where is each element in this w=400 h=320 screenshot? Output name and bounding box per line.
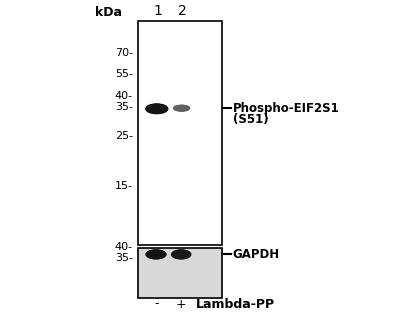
Ellipse shape <box>150 252 162 257</box>
Ellipse shape <box>178 107 185 110</box>
Ellipse shape <box>148 105 166 113</box>
Ellipse shape <box>146 104 168 114</box>
Ellipse shape <box>152 106 162 111</box>
Ellipse shape <box>178 107 186 110</box>
Text: 40-: 40- <box>115 242 133 252</box>
Ellipse shape <box>177 106 186 110</box>
Ellipse shape <box>150 251 162 258</box>
Ellipse shape <box>150 105 164 112</box>
Ellipse shape <box>149 251 163 258</box>
Ellipse shape <box>147 104 166 113</box>
Ellipse shape <box>147 250 165 259</box>
Text: -: - <box>154 298 159 310</box>
Ellipse shape <box>148 105 165 113</box>
Ellipse shape <box>174 105 190 111</box>
Bar <box>138 248 222 298</box>
Ellipse shape <box>152 252 160 257</box>
Ellipse shape <box>176 252 187 257</box>
Ellipse shape <box>172 250 190 259</box>
Ellipse shape <box>173 250 190 259</box>
Ellipse shape <box>146 250 166 259</box>
Ellipse shape <box>151 106 162 112</box>
Ellipse shape <box>175 251 187 258</box>
Ellipse shape <box>174 251 188 258</box>
Text: Phospho-EIF2S1: Phospho-EIF2S1 <box>233 102 340 115</box>
Ellipse shape <box>149 105 164 112</box>
Text: 35-: 35- <box>115 252 133 263</box>
Ellipse shape <box>174 251 188 258</box>
Ellipse shape <box>151 252 161 257</box>
Ellipse shape <box>148 251 164 258</box>
Text: 35-: 35- <box>115 102 133 112</box>
Ellipse shape <box>150 106 163 112</box>
Ellipse shape <box>146 104 167 113</box>
Text: +: + <box>176 298 186 310</box>
Ellipse shape <box>175 106 188 111</box>
Ellipse shape <box>176 252 186 257</box>
Ellipse shape <box>177 252 186 257</box>
Ellipse shape <box>174 106 189 111</box>
Text: 1: 1 <box>154 4 162 18</box>
Ellipse shape <box>147 250 165 259</box>
Text: GAPDH: GAPDH <box>233 248 280 261</box>
Text: Lambda-PP: Lambda-PP <box>196 298 275 310</box>
Text: (S51): (S51) <box>233 113 268 125</box>
Ellipse shape <box>173 251 189 258</box>
Bar <box>138 21 222 245</box>
Text: 70-: 70- <box>115 48 133 58</box>
Ellipse shape <box>176 106 187 110</box>
Text: 40-: 40- <box>115 91 133 101</box>
Ellipse shape <box>172 250 191 259</box>
Text: 2: 2 <box>178 4 186 18</box>
Text: 15-: 15- <box>115 180 133 191</box>
Ellipse shape <box>176 106 188 110</box>
Ellipse shape <box>174 105 189 111</box>
Ellipse shape <box>148 251 164 258</box>
Ellipse shape <box>176 106 187 110</box>
Text: 55-: 55- <box>115 68 133 79</box>
Text: kDa: kDa <box>94 6 122 19</box>
Text: 25-: 25- <box>115 131 133 141</box>
